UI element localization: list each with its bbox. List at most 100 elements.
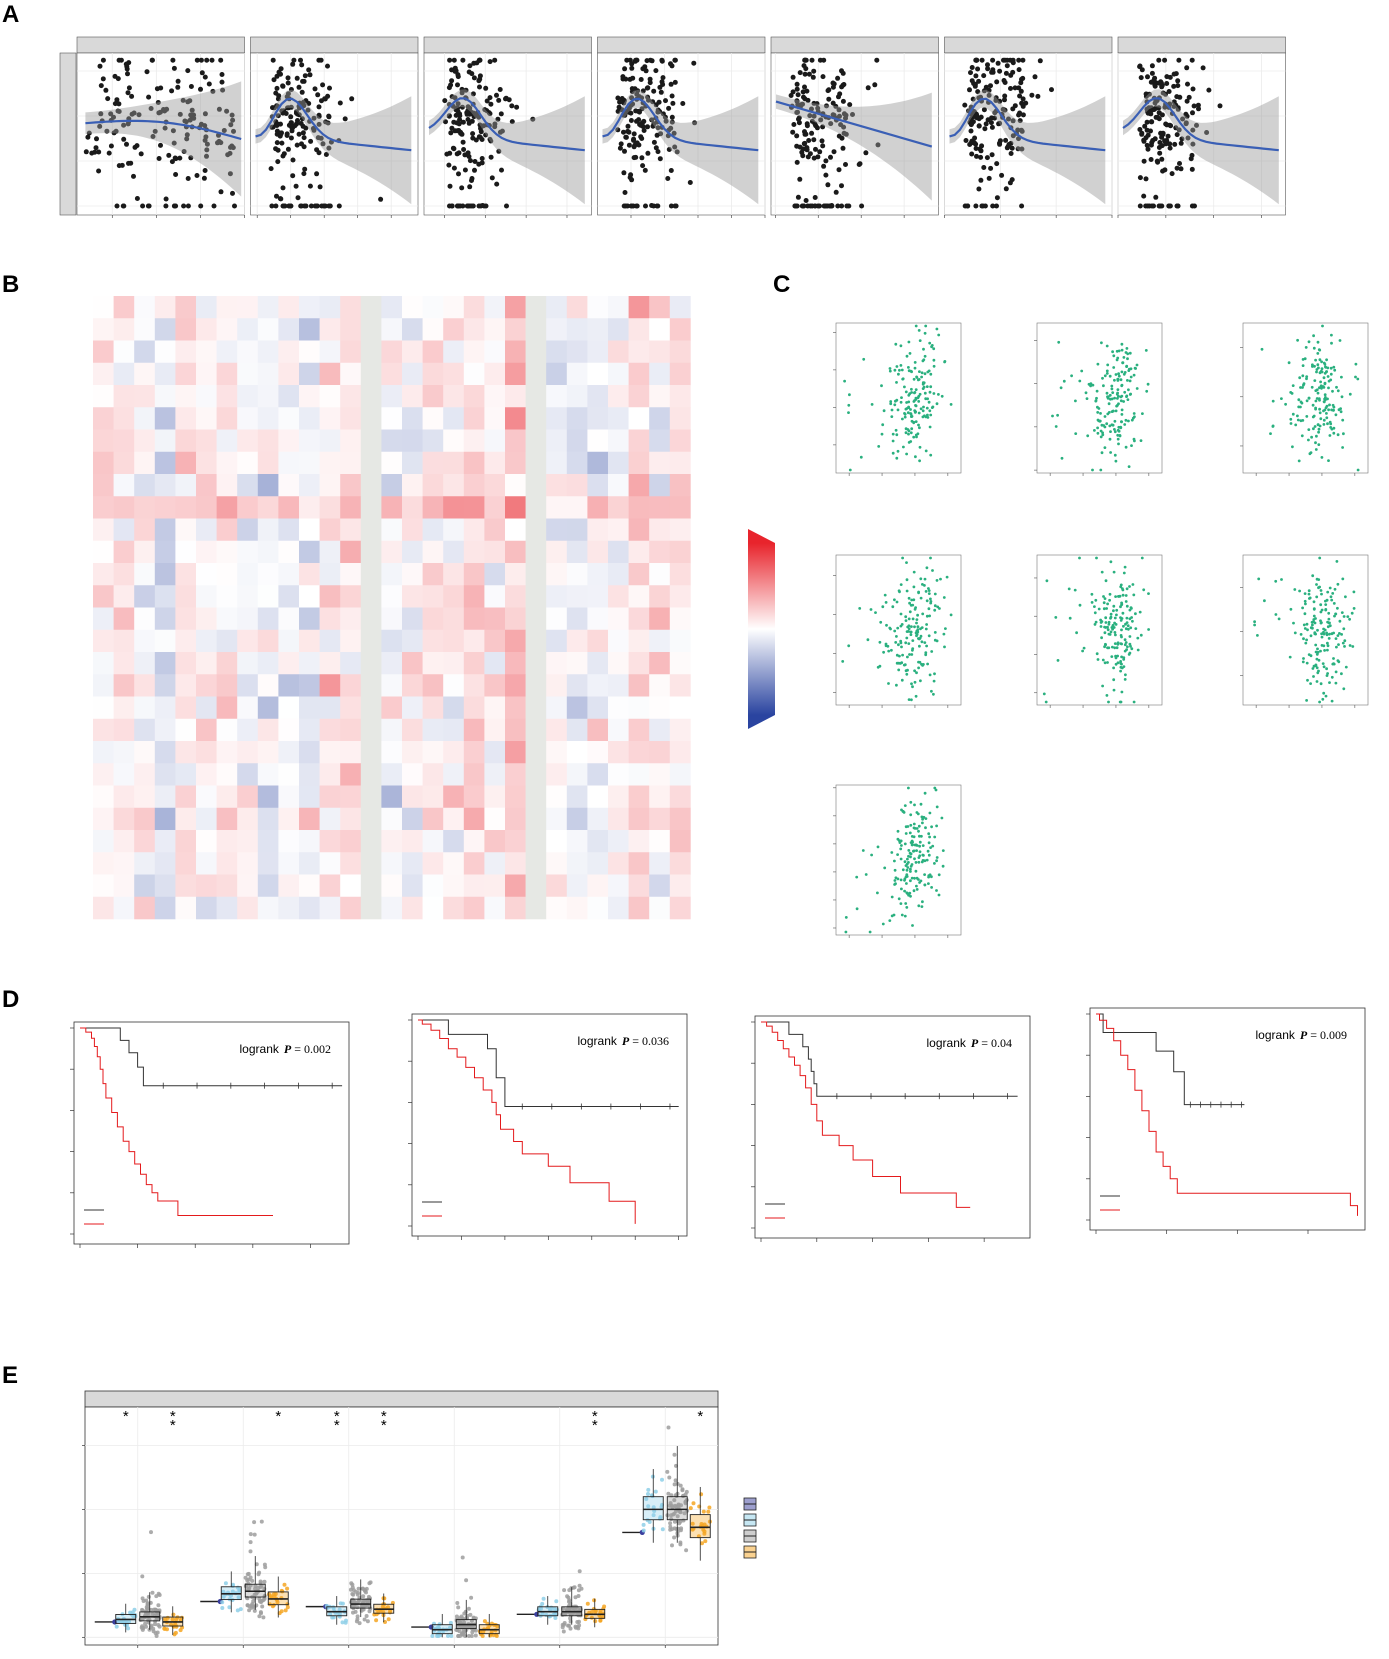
data-point: [1322, 665, 1326, 669]
data-point: [1099, 468, 1103, 472]
data-point: [1171, 83, 1177, 89]
data-point: [1112, 609, 1115, 613]
data-point: [470, 131, 476, 137]
data-point: [1292, 621, 1295, 625]
data-point: [1328, 621, 1331, 625]
data-point: [1080, 369, 1084, 373]
data-point: [1324, 603, 1328, 606]
heatmap-cell: [628, 340, 650, 364]
data-point: [1146, 382, 1150, 386]
heatmap-cell: [93, 830, 114, 853]
box-series-4: [162, 1606, 185, 1637]
data-point: [1263, 599, 1266, 603]
heatmap-cell: [484, 451, 506, 475]
heatmap-cell: [360, 674, 382, 697]
data-point: [1271, 399, 1275, 403]
heatmap-cell: [505, 585, 526, 608]
data-point: [1142, 123, 1148, 129]
data-point: [914, 388, 918, 391]
data-point: [1318, 371, 1322, 374]
heatmap-cell: [608, 362, 629, 386]
data-point: [863, 150, 869, 156]
heatmap-cell: [587, 451, 609, 475]
data-point: [926, 662, 929, 666]
heatmap-cell: [381, 830, 403, 853]
data-point: [841, 130, 847, 136]
data-point: [349, 1581, 354, 1586]
heatmap-cell: [175, 496, 197, 519]
heatmap-cell: [278, 407, 300, 430]
data-point: [103, 87, 109, 93]
data-point: [910, 415, 913, 418]
heatmap-cell: [443, 296, 465, 319]
data-point: [1318, 386, 1321, 390]
data-point: [1325, 358, 1328, 362]
data-point: [994, 195, 1000, 201]
data-point: [896, 837, 900, 841]
data-point: [1096, 658, 1100, 661]
data-point: [1348, 617, 1351, 621]
data-point: [155, 1630, 160, 1635]
heatmap-cell: [608, 785, 629, 809]
heatmap-cell: [587, 674, 609, 697]
data-point: [278, 121, 283, 127]
heatmap-cell: [628, 585, 650, 608]
data-point: [386, 1617, 391, 1622]
heatmap-cell: [649, 741, 671, 764]
data-point: [312, 203, 318, 209]
heatmap-cell: [340, 896, 362, 920]
heatmap-cell: [278, 874, 300, 898]
heatmap-cell: [546, 585, 568, 608]
data-point: [1253, 620, 1256, 624]
heatmap-cell: [669, 318, 691, 341]
heatmap-cell: [484, 563, 506, 586]
data-point: [1110, 387, 1114, 391]
heatmap-cell: [175, 652, 197, 675]
data-point: [1106, 602, 1109, 606]
data-point: [553, 1616, 558, 1620]
data-point: [235, 1608, 240, 1613]
heatmap-cell: [93, 518, 114, 542]
heatmap-cell: [360, 830, 382, 853]
data-point: [669, 114, 675, 120]
data-point: [1082, 646, 1086, 650]
heatmap-cell: [299, 696, 320, 720]
data-point: [915, 876, 919, 880]
data-point: [1148, 119, 1154, 125]
data-point: [153, 1622, 157, 1627]
heatmap-cell: [134, 429, 156, 453]
data-point: [924, 653, 928, 657]
data-point: [702, 1529, 707, 1534]
data-point: [825, 182, 831, 188]
heatmap-cell: [196, 362, 217, 386]
data-point: [1328, 586, 1332, 590]
heatmap-cell: [340, 696, 362, 720]
data-point: [465, 117, 471, 122]
heatmap-cell: [484, 852, 506, 875]
heatmap-cell: [566, 852, 588, 875]
data-point: [469, 203, 475, 209]
data-point: [1310, 435, 1313, 439]
data-point: [237, 1589, 242, 1593]
data-point: [968, 70, 973, 76]
data-point: [913, 857, 916, 861]
data-point: [905, 561, 908, 564]
data-point: [923, 372, 927, 376]
data-point: [1119, 669, 1122, 673]
data-point: [940, 394, 944, 398]
data-point: [1114, 633, 1117, 637]
data-point: [284, 131, 290, 137]
heatmap-cell: [340, 385, 362, 408]
data-point: [893, 883, 896, 886]
data-point: [918, 426, 921, 430]
data-point: [1035, 93, 1041, 99]
data-point: [1298, 589, 1301, 593]
km-curve-high: [80, 1027, 273, 1216]
heatmap-cell: [175, 830, 197, 853]
heatmap-cell: [587, 385, 609, 408]
heatmap-cell: [566, 429, 588, 453]
data-point: [1189, 166, 1195, 172]
data-point: [928, 811, 932, 815]
data-point: [344, 1618, 348, 1623]
heatmap-row: [93, 451, 691, 475]
